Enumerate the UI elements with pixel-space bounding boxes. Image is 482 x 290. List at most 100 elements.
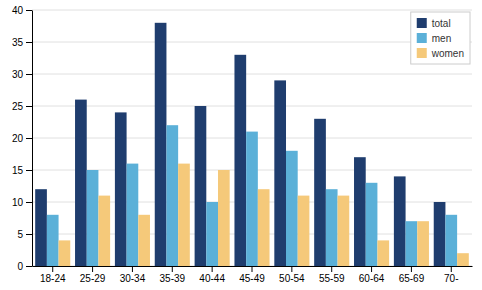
x-tick-label: 70-: [444, 273, 458, 284]
y-tick: 15: [12, 165, 32, 176]
bar: [47, 215, 59, 266]
x-tick-mark: [252, 266, 253, 272]
x-tick-mark: [451, 266, 452, 272]
y-tick: 20: [12, 133, 32, 144]
bar: [75, 100, 87, 266]
bar: [314, 119, 326, 266]
bar: [246, 132, 258, 266]
x-tick-mark: [132, 266, 133, 272]
grid: [32, 10, 472, 266]
bar: [166, 125, 178, 266]
legend-item: women: [417, 48, 464, 59]
x-tick-label: 65-69: [399, 273, 425, 284]
x-tick-label: 30-34: [120, 273, 146, 284]
y-tick: 5: [17, 229, 32, 240]
bar: [35, 189, 47, 266]
legend-frame: [411, 12, 470, 64]
x-tick-label: 18-24: [40, 273, 66, 284]
x-tick-label: 50-54: [279, 273, 305, 284]
x-tick: 55-59: [319, 266, 345, 284]
y-tick-mark: [26, 10, 32, 11]
bar: [377, 240, 389, 266]
bar: [354, 157, 366, 266]
x-tick-mark: [411, 266, 412, 272]
grid-line: [32, 106, 472, 107]
legend-item: total: [417, 18, 451, 29]
y-tick-mark: [26, 42, 32, 43]
x-tick-mark: [331, 266, 332, 272]
y-tick: 40: [12, 5, 32, 16]
y-tick-label: 5: [17, 229, 23, 240]
legend-items: total men women: [417, 18, 464, 59]
x-tick-mark: [172, 266, 173, 272]
y-tick: 25: [12, 101, 32, 112]
y-tick-label: 15: [12, 165, 24, 176]
x-tick-mark: [212, 266, 213, 272]
y-tick: 35: [12, 37, 32, 48]
chart-container: 18-24 25-29 30-34 35-39 40-44 45-49 50-54 55-59…: [0, 0, 482, 290]
y-tick-label: 25: [12, 101, 24, 112]
legend-label: men: [432, 33, 451, 44]
grid-line: [32, 10, 472, 11]
legend-swatch: [417, 18, 427, 28]
y-tick-label: 40: [12, 5, 24, 16]
legend-swatch: [417, 48, 427, 58]
x-tick-mark: [291, 266, 292, 272]
y-tick-label: 0: [17, 261, 23, 272]
y-tick-mark: [26, 106, 32, 107]
y-tick-mark: [26, 234, 32, 235]
bar: [457, 253, 469, 266]
bar: [138, 215, 150, 266]
x-tick-label: 25-29: [80, 273, 106, 284]
bar: [286, 151, 298, 266]
bar: [445, 215, 457, 266]
y-tick: 0: [17, 261, 32, 272]
x-tick: 45-49: [239, 266, 265, 284]
y-tick-mark: [26, 170, 32, 171]
x-tick: 50-54: [279, 266, 305, 284]
bar: [98, 196, 110, 266]
bar: [206, 202, 218, 266]
y-axis: 0 5 10 15 20 25 30 35 40: [12, 5, 33, 272]
x-tick: 35-39: [160, 266, 186, 284]
bar: [417, 221, 429, 266]
bar: [258, 189, 270, 266]
chart-svg: 18-24 25-29 30-34 35-39 40-44 45-49 50-54 55-59…: [0, 0, 482, 290]
legend: total men women: [411, 12, 470, 64]
bar: [59, 240, 71, 266]
x-tick-mark: [371, 266, 372, 272]
grid-line: [32, 74, 472, 75]
bar-series: [59, 164, 469, 266]
x-tick-label: 35-39: [160, 273, 186, 284]
bar: [366, 183, 378, 266]
grid-line: [32, 42, 472, 43]
bar-series: [35, 23, 445, 266]
x-tick-label: 45-49: [239, 273, 265, 284]
legend-label: women: [431, 48, 464, 59]
x-tick-mark: [92, 266, 93, 272]
bar: [115, 112, 127, 266]
y-tick-mark: [26, 74, 32, 75]
bar: [218, 170, 230, 266]
bar: [127, 164, 139, 266]
y-tick-label: 35: [12, 37, 24, 48]
y-tick-label: 30: [12, 69, 24, 80]
x-tick: 40-44: [199, 266, 225, 284]
y-tick: 10: [12, 197, 32, 208]
bar: [298, 196, 310, 266]
legend-item: men: [417, 33, 451, 44]
x-tick-label: 40-44: [199, 273, 225, 284]
x-tick-label: 55-59: [319, 273, 345, 284]
x-tick: 18-24: [40, 266, 66, 284]
y-tick-mark: [26, 138, 32, 139]
bar: [87, 170, 99, 266]
x-tick-label: 60-64: [359, 273, 385, 284]
y-tick-label: 20: [12, 133, 24, 144]
y-axis-line: [32, 11, 33, 267]
bar: [326, 189, 338, 266]
y-tick-mark: [26, 202, 32, 203]
x-tick: 25-29: [80, 266, 106, 284]
x-tick-mark: [52, 266, 53, 272]
y-tick-mark: [26, 266, 32, 267]
y-tick-label: 10: [12, 197, 24, 208]
